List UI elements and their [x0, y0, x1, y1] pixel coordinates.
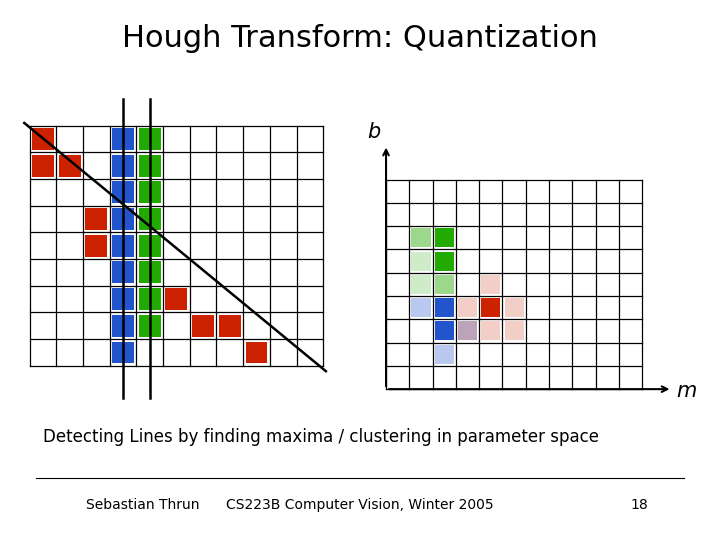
Bar: [59, 155, 81, 177]
Bar: [112, 128, 134, 150]
Bar: [411, 252, 431, 271]
Bar: [435, 252, 454, 271]
Text: Detecting Lines by finding maxima / clustering in parameter space: Detecting Lines by finding maxima / clus…: [43, 428, 599, 445]
Bar: [139, 288, 161, 310]
Bar: [505, 321, 523, 341]
Bar: [86, 208, 107, 230]
Text: $b$: $b$: [367, 123, 382, 143]
Bar: [112, 261, 134, 284]
Bar: [458, 321, 477, 341]
Bar: [481, 321, 500, 341]
Bar: [458, 321, 477, 341]
Bar: [112, 235, 134, 256]
Bar: [139, 261, 161, 284]
Bar: [112, 288, 134, 310]
Bar: [139, 208, 161, 230]
Bar: [112, 235, 134, 256]
Bar: [112, 208, 134, 230]
Bar: [411, 298, 431, 317]
Text: Hough Transform: Quantization: Hough Transform: Quantization: [122, 24, 598, 53]
Bar: [86, 235, 107, 256]
Bar: [166, 288, 187, 310]
Bar: [435, 345, 454, 364]
Bar: [505, 298, 523, 317]
Text: Sebastian Thrun: Sebastian Thrun: [86, 498, 200, 512]
Bar: [112, 315, 134, 337]
Bar: [112, 181, 134, 203]
Bar: [139, 128, 161, 150]
Bar: [481, 275, 500, 294]
Text: $m$: $m$: [676, 381, 697, 401]
Text: CS223B Computer Vision, Winter 2005: CS223B Computer Vision, Winter 2005: [226, 498, 494, 512]
Bar: [192, 315, 214, 337]
Bar: [32, 128, 54, 150]
Bar: [411, 228, 431, 247]
Bar: [139, 315, 161, 337]
Bar: [139, 181, 161, 203]
Bar: [435, 298, 454, 317]
Bar: [139, 261, 161, 284]
Bar: [112, 155, 134, 177]
Bar: [435, 228, 454, 247]
Bar: [219, 315, 240, 337]
Bar: [139, 155, 161, 177]
Text: 18: 18: [630, 498, 648, 512]
Bar: [246, 341, 267, 363]
Bar: [139, 235, 161, 256]
Bar: [458, 298, 477, 317]
Bar: [411, 275, 431, 294]
Bar: [435, 321, 454, 341]
Bar: [32, 155, 54, 177]
Bar: [112, 261, 134, 284]
Bar: [435, 275, 454, 294]
Bar: [112, 341, 134, 363]
Bar: [481, 298, 500, 317]
